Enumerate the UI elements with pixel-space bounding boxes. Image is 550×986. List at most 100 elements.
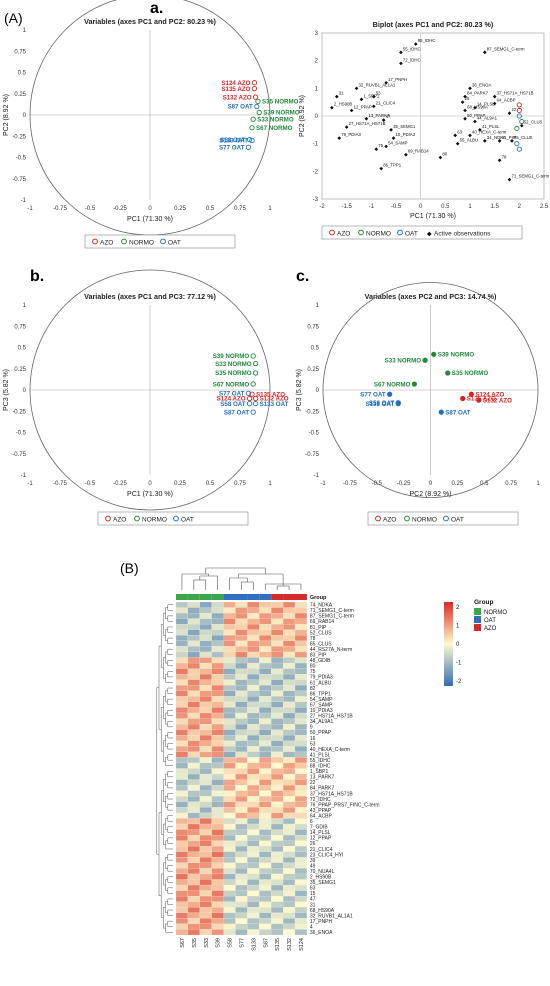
data-point [245,390,252,397]
heatmap-cell [294,674,307,680]
point-label: S39 NORMO [438,352,475,359]
heatmap-cell [283,690,296,697]
heatmap-cell [235,651,248,658]
heatmap-cell [259,857,272,863]
chart-title: Variables (axes PC1 and PC3: 77.12 %) [84,292,216,301]
heatmap-cell [294,746,307,752]
heatmap-cell [211,640,224,647]
row-label: 63 [310,886,316,892]
heatmap-cell [259,818,272,825]
point-label: S33 NORMO [385,357,422,364]
heatmap-cell [294,923,307,930]
heatmap-cell [211,651,224,658]
heatmap-cell [271,879,284,886]
heatmap-cell [271,662,284,669]
heatmap-cell [259,679,272,686]
data-point [460,395,466,402]
heatmap-cell [247,701,260,708]
heatmap-cell [271,707,284,714]
column-label: S132 [287,938,293,951]
data-point [516,107,522,114]
heatmap-cell [187,651,200,658]
heatmap-cell [259,751,272,758]
heatmap-cell [211,668,224,675]
x-tick-label: 2 [518,204,522,210]
panel-label-c: c. [296,268,310,285]
point-label: 31 [339,91,344,96]
heatmap-cell [187,674,200,680]
heatmap-cell [247,907,260,913]
legend-marker [92,238,98,245]
data-point [468,133,472,138]
heatmap-cell [235,701,248,708]
heatmap-cell [199,846,212,852]
point-label: 72_IDHC [403,57,421,62]
row-label: 49 [310,863,316,869]
heatmap-cell [283,668,296,675]
heatmap-cell [294,907,307,913]
heatmap-cell [271,674,284,680]
column-label: S77 [239,938,245,948]
heatmap-cell [199,762,212,769]
data-point [438,155,443,160]
heatmap-cell [235,662,248,669]
row-dendrogram [156,604,173,933]
y-tick-label: -0.25 [305,409,319,415]
heatmap-cell [247,923,260,930]
y-tick-label: -0.75 [305,452,319,458]
heatmap-cell [175,646,188,653]
data-point [482,139,487,143]
point-label: 13_PARK7 [368,113,390,118]
heatmap-cell [271,718,284,725]
heatmap-cell [235,812,248,819]
x-tick-label: -0.75 [53,206,67,212]
row-label: 54_SAMP [310,697,333,703]
heatmap-cell [175,879,188,886]
data-point [249,125,255,131]
heatmap-cell [271,612,284,619]
y-tick-label: -1 [314,473,320,479]
row-label: 83_PIP [310,653,327,659]
heatmap-cell [199,907,212,913]
data-point [246,400,253,407]
x-tick-label: -1 [27,481,33,487]
heatmap-cell [283,640,296,647]
point-label: S133 OAT [365,401,394,408]
y-axis-label: PC2 (8.92 %) [299,95,306,137]
heatmap-cell [283,779,296,786]
heatmap-cell [259,629,272,636]
heatmap-cell [175,929,188,936]
heatmap-cell [223,812,236,819]
heatmap-cell [247,668,260,675]
heatmap-cell [283,846,296,852]
group-legend-title: Group [474,599,494,606]
heatmap-cell [223,807,236,813]
heatmap-cell [271,918,284,924]
heatmap-cell [283,674,296,680]
heatmap-cell [223,818,236,825]
heatmap-cell [211,807,224,813]
heatmap-cell [259,701,272,708]
group-bar-cell [247,594,260,600]
y-tick-label: 0 [23,388,27,394]
heatmap-cell [235,862,248,869]
heatmap-cell [223,668,236,675]
point-label: 55_IDHC [403,46,421,51]
heatmap-cell [175,796,188,802]
heatmap-cell [223,785,236,791]
heatmap-cell [223,790,236,797]
group-bar-cell [271,594,284,600]
heatmap-cell [271,751,284,758]
heatmap-cell [247,674,260,680]
heatmap-cell [235,901,248,908]
point-label: S77 OAT [219,145,245,152]
heatmap-cell [199,857,212,863]
heatmap-cell [235,907,248,913]
heatmap-cell [187,612,200,619]
heatmap-cell [271,651,284,658]
heatmap-cell [259,912,272,919]
row-label: 76_PPAP_PRS7_FINC_C-term [310,802,380,808]
heatmap-cell [271,884,284,891]
point-label: 2_HS90B [334,102,353,107]
y-tick-label: 1 [315,86,319,92]
